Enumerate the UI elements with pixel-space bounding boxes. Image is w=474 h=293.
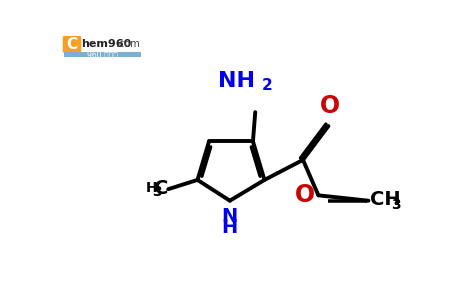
- Text: 3: 3: [153, 185, 162, 199]
- Text: CH: CH: [370, 190, 401, 209]
- Text: O: O: [320, 94, 340, 118]
- Text: H: H: [222, 218, 238, 237]
- Text: .com: .com: [116, 39, 140, 49]
- Text: C: C: [154, 179, 168, 198]
- Text: N: N: [222, 207, 238, 226]
- Text: O: O: [295, 183, 315, 207]
- Text: NH: NH: [218, 71, 255, 91]
- Text: 960 化工网: 960 化工网: [87, 50, 118, 59]
- Bar: [64, 52, 141, 57]
- Text: 2: 2: [262, 78, 273, 93]
- Text: C: C: [66, 37, 78, 52]
- FancyBboxPatch shape: [63, 36, 81, 53]
- Text: H: H: [146, 181, 157, 195]
- Text: hem960: hem960: [81, 39, 131, 49]
- Text: 3: 3: [392, 197, 401, 212]
